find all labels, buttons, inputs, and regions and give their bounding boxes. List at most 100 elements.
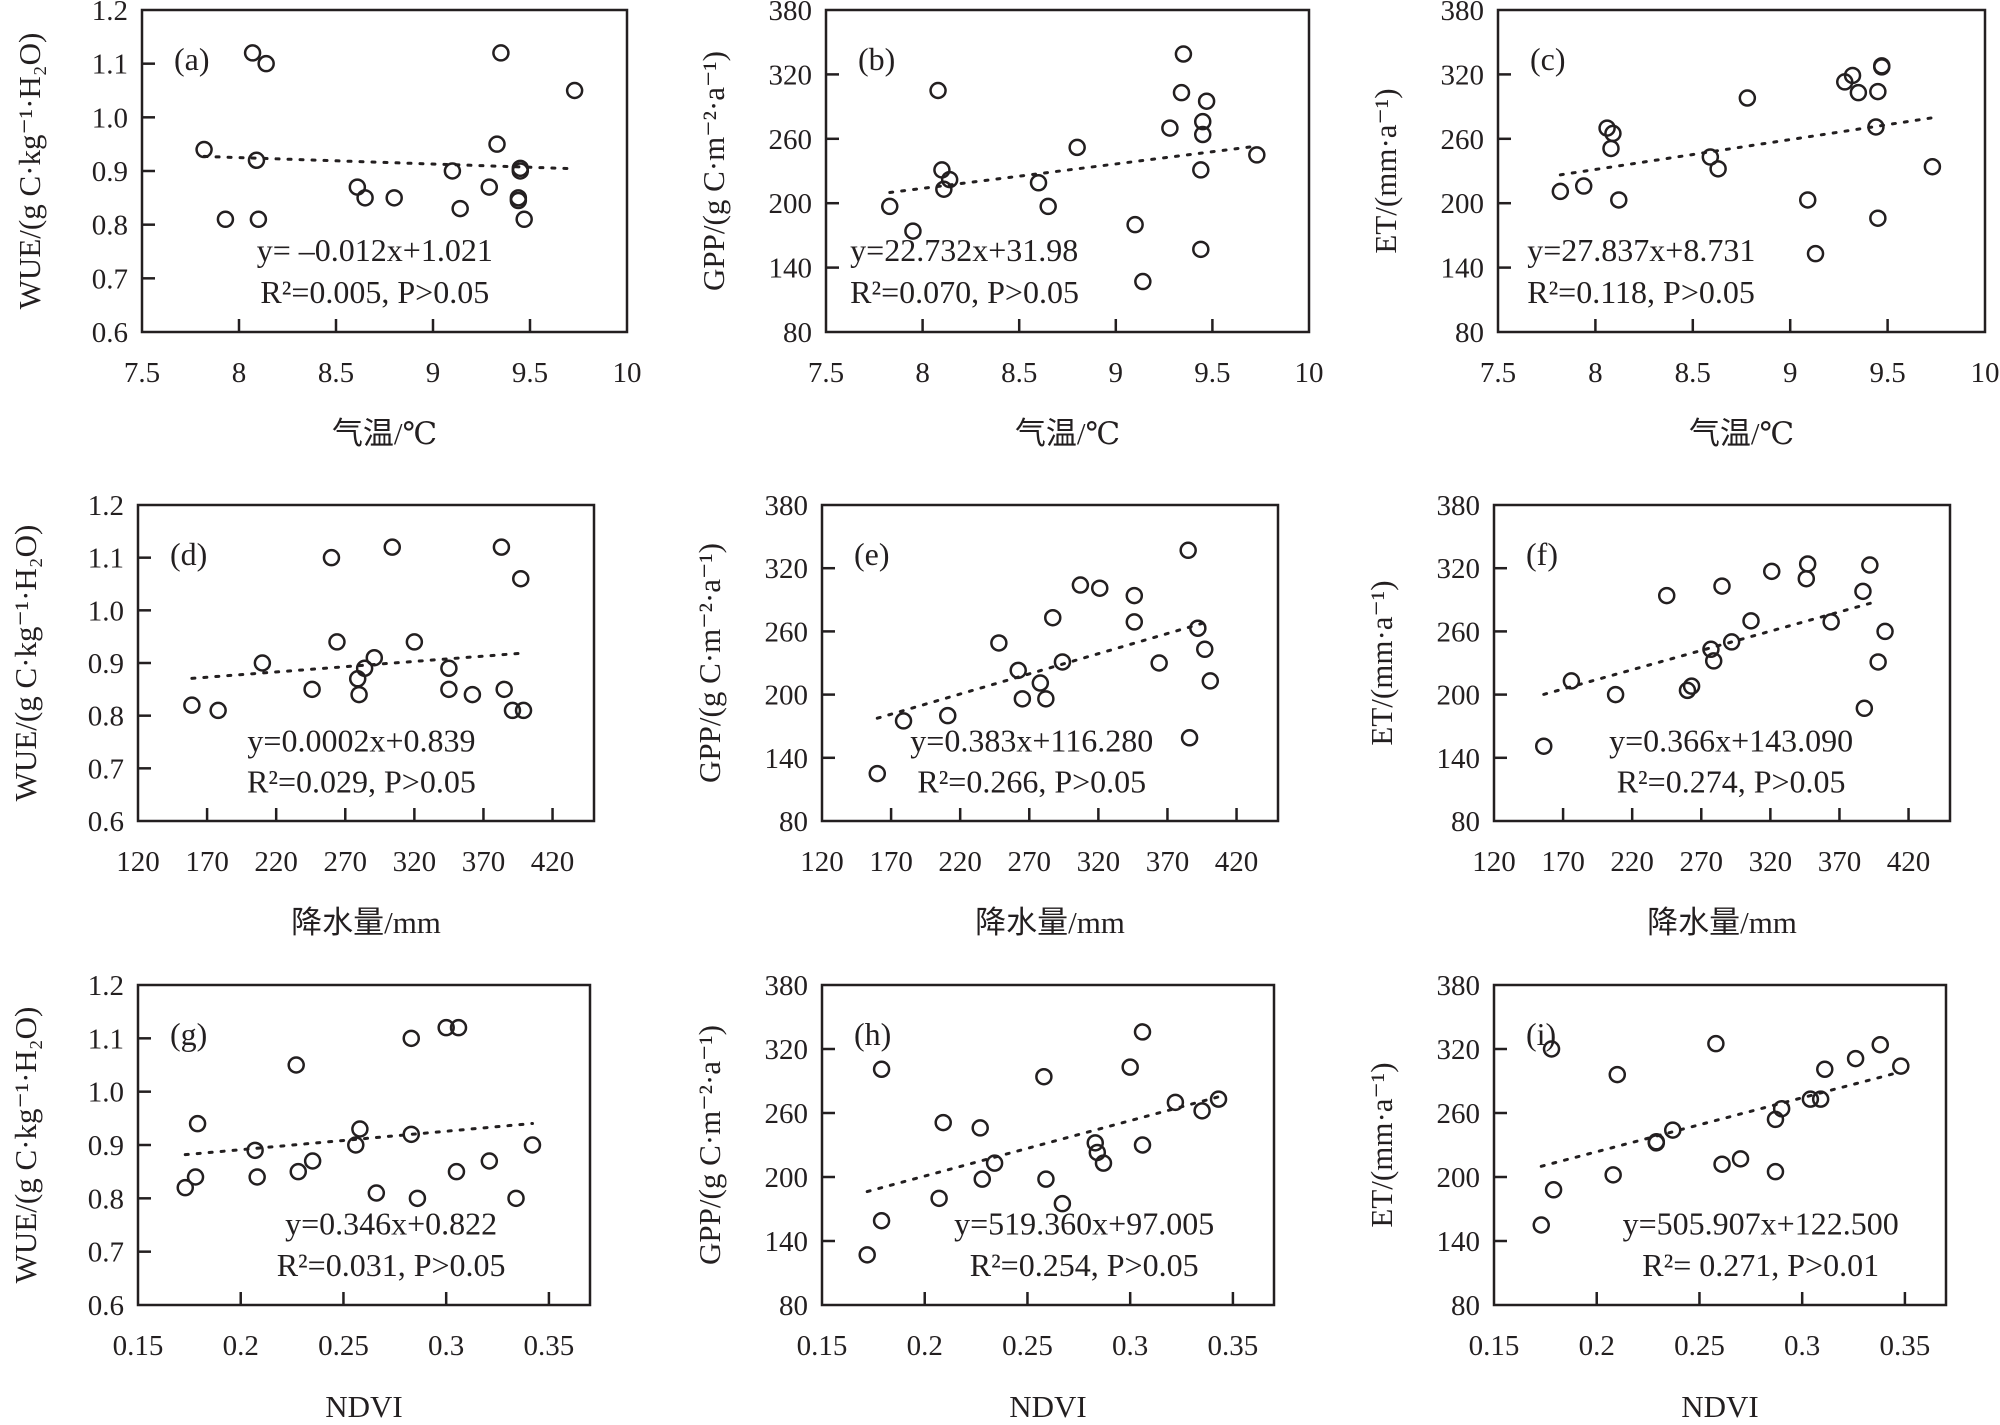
data-point xyxy=(402,1125,421,1144)
x-tick-label: 220 xyxy=(938,846,982,878)
data-point xyxy=(858,1246,876,1264)
trend-line xyxy=(190,651,526,680)
data-point xyxy=(249,210,268,229)
x-tick-label: 10 xyxy=(613,357,642,389)
y-tick-label: 380 xyxy=(765,970,809,1002)
data-point xyxy=(1150,654,1168,672)
y-tick-label: 380 xyxy=(765,490,809,522)
y-tick-label: 1.1 xyxy=(88,543,124,575)
y-tick-label: 320 xyxy=(765,553,809,585)
data-point xyxy=(1126,215,1144,234)
y-tick-label: 260 xyxy=(1437,1098,1481,1130)
y-tick-label: 1.0 xyxy=(92,102,128,134)
data-point xyxy=(287,1056,305,1074)
data-point xyxy=(507,1189,525,1208)
data-point xyxy=(894,712,913,730)
data-point xyxy=(509,191,528,210)
y-tick-label: 80 xyxy=(783,317,812,349)
x-tick-label: 320 xyxy=(1749,846,1793,878)
data-point xyxy=(1068,138,1086,157)
trend-line xyxy=(202,154,577,171)
data-point xyxy=(492,538,511,556)
data-point xyxy=(347,1136,365,1154)
data-point xyxy=(480,1152,499,1170)
y-tick-label: 0.9 xyxy=(88,648,124,680)
x-tick-label: 370 xyxy=(1818,846,1862,878)
y-tick-label: 80 xyxy=(1451,1290,1480,1322)
data-point xyxy=(1822,613,1840,631)
x-tick-label: 120 xyxy=(800,846,844,878)
data-point xyxy=(1602,139,1620,158)
x-tick-label: 0.15 xyxy=(113,1330,164,1362)
data-point xyxy=(1869,209,1887,227)
y-tick-label: 140 xyxy=(765,1226,809,1258)
data-point xyxy=(1209,1090,1228,1108)
y-axis-label: ET/(mm·a⁻¹) xyxy=(1364,580,1399,745)
data-point xyxy=(1551,182,1570,201)
panel-label: (d) xyxy=(170,536,207,572)
y-tick-label: 260 xyxy=(765,1098,809,1130)
data-point xyxy=(1742,612,1760,630)
data-point xyxy=(1731,1150,1750,1168)
regression-equation: y=505.907x+122.500 xyxy=(1623,1206,1899,1242)
panel-label: (e) xyxy=(854,536,890,572)
data-point xyxy=(1037,1170,1055,1188)
regression-equation: y=22.732x+31.98 xyxy=(850,232,1078,268)
regression-stats: R²=0.029, P>0.05 xyxy=(247,764,476,800)
x-tick-label: 320 xyxy=(393,846,437,878)
data-point xyxy=(365,648,384,667)
x-axis-label: 降水量/mm xyxy=(975,905,1125,940)
regression-equation: y=0.0002x+0.839 xyxy=(247,722,475,758)
data-point xyxy=(303,680,321,699)
y-axis-label: WUE/(g C·kg⁻¹·H₂O) xyxy=(12,33,47,310)
regression-equation: y=0.346x+0.822 xyxy=(285,1206,497,1242)
data-point xyxy=(348,178,367,196)
x-tick-label: 7.5 xyxy=(1480,357,1516,389)
panel-label: (i) xyxy=(1526,1016,1556,1052)
y-tick-label: 140 xyxy=(1441,253,1485,285)
regression-stats: R²= 0.271, P>0.01 xyxy=(1642,1247,1879,1283)
x-tick-label: 320 xyxy=(1077,846,1121,878)
y-tick-label: 260 xyxy=(1437,616,1481,648)
x-axis-label: NDVI xyxy=(1009,1389,1087,1424)
data-point xyxy=(443,162,462,180)
scatter-panel-f: 120 170 220 270 320 370 420 80 140 200 260 320 380 降水… xyxy=(1364,490,1952,940)
y-tick-label: 0.8 xyxy=(92,210,128,242)
x-tick-label: 0.3 xyxy=(428,1330,464,1362)
data-point xyxy=(1189,619,1207,637)
plot-frame xyxy=(1492,503,1952,823)
trend-line xyxy=(875,619,1212,720)
data-point xyxy=(1180,729,1199,747)
x-tick-label: 170 xyxy=(1541,846,1585,878)
data-point xyxy=(1166,1093,1185,1112)
data-point xyxy=(1196,640,1214,659)
data-point xyxy=(1133,1023,1152,1041)
data-point xyxy=(356,189,374,207)
y-tick-label: 320 xyxy=(1437,553,1481,585)
regression-stats: R²=0.118, P>0.05 xyxy=(1527,274,1755,310)
y-tick-label: 380 xyxy=(1437,490,1481,522)
data-point xyxy=(1892,1057,1910,1075)
y-tick-label: 0.6 xyxy=(92,317,128,349)
data-point xyxy=(1861,556,1879,574)
x-axis-label: NDVI xyxy=(1681,1389,1759,1424)
data-point xyxy=(1037,690,1055,708)
y-tick-label: 140 xyxy=(1437,743,1481,775)
y-tick-label: 200 xyxy=(765,1162,809,1194)
trend-line xyxy=(1558,116,1934,177)
plot-frame xyxy=(1492,983,1948,1307)
data-point xyxy=(1682,677,1701,695)
y-tick-label: 140 xyxy=(769,253,813,285)
y-tick-label: 260 xyxy=(769,124,813,156)
data-point xyxy=(1090,579,1109,597)
data-point xyxy=(1713,577,1731,595)
data-point xyxy=(1174,45,1193,63)
y-axis-label: GPP/(g C·m⁻²·a⁻¹) xyxy=(696,51,731,291)
data-point xyxy=(1663,1121,1682,1139)
x-tick-label: 8 xyxy=(232,357,247,389)
data-point xyxy=(514,701,533,720)
x-tick-label: 270 xyxy=(324,846,368,878)
data-point xyxy=(1071,576,1090,594)
data-point xyxy=(1816,1060,1834,1079)
y-tick-label: 0.6 xyxy=(88,1290,124,1322)
